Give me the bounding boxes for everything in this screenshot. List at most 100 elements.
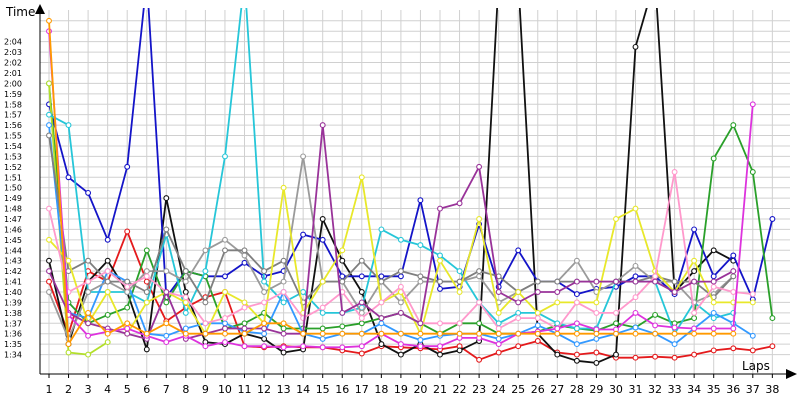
- y-tick-label: 2:00: [4, 79, 22, 88]
- data-point: [46, 289, 52, 295]
- data-point: [671, 330, 678, 337]
- y-tick-label: 1:36: [4, 330, 22, 339]
- y-tick-label: 1:37: [4, 319, 22, 328]
- data-point: [124, 330, 131, 337]
- y-tick-label: 1:41: [4, 278, 22, 287]
- data-point: [730, 273, 737, 280]
- y-tick-label: 1:39: [4, 298, 22, 307]
- data-point: [437, 205, 443, 212]
- data-point: [495, 335, 502, 342]
- data-point: [358, 174, 365, 181]
- x-tick-label: 33: [668, 383, 682, 396]
- data-point: [710, 299, 717, 306]
- data-point: [85, 332, 92, 339]
- data-point: [534, 330, 541, 337]
- data-point: [456, 289, 463, 295]
- data-point: [495, 309, 502, 316]
- x-tick-label: 11: [238, 383, 252, 396]
- y-tick-label: 2:04: [4, 38, 22, 47]
- data-point: [710, 283, 717, 290]
- data-point: [397, 268, 404, 275]
- data-point: [397, 283, 404, 290]
- data-point: [104, 289, 111, 295]
- data-point: [222, 236, 228, 243]
- data-point: [437, 343, 443, 350]
- data-point: [691, 257, 698, 264]
- data-point: [46, 111, 52, 118]
- y-tick-label: 1:58: [4, 100, 22, 109]
- data-point: [241, 343, 248, 350]
- data-point: [280, 299, 287, 306]
- data-point: [339, 309, 346, 316]
- data-point: [397, 299, 404, 306]
- data-point: [437, 278, 443, 285]
- data-point: [124, 304, 131, 311]
- data-point: [495, 349, 502, 356]
- y-tick-label: 1:43: [4, 257, 22, 266]
- y-tick-label: 2:01: [4, 69, 22, 78]
- data-point: [378, 278, 385, 285]
- data-point: [437, 320, 443, 327]
- data-point: [65, 174, 72, 181]
- data-point: [417, 273, 424, 280]
- data-point: [46, 205, 52, 212]
- data-point: [515, 343, 522, 350]
- data-point: [730, 289, 737, 295]
- data-point: [593, 330, 600, 337]
- x-tick-label: 37: [746, 383, 760, 396]
- data-point: [65, 122, 72, 129]
- data-point: [182, 278, 189, 285]
- data-point: [261, 330, 268, 337]
- data-point: [554, 330, 561, 337]
- data-point: [241, 299, 248, 306]
- data-point: [671, 169, 678, 175]
- data-point: [222, 315, 228, 322]
- y-tick-label: 1:40: [4, 288, 22, 297]
- data-point: [46, 257, 52, 264]
- data-point: [358, 350, 365, 357]
- data-point: [46, 268, 52, 275]
- series-line: [48, 8, 734, 364]
- data-point: [437, 351, 443, 358]
- y-tick-label: 1:59: [4, 90, 22, 99]
- data-point: [85, 189, 92, 196]
- data-point: [593, 278, 600, 285]
- y-tick-label: 1:34: [4, 351, 22, 360]
- x-tick-label: 2: [65, 383, 72, 396]
- data-point: [573, 291, 580, 298]
- data-point: [300, 330, 307, 337]
- data-point: [691, 226, 698, 233]
- series-6: [46, 8, 737, 337]
- axes: [35, 4, 797, 379]
- data-point: [339, 330, 346, 337]
- data-point: [300, 231, 307, 238]
- data-point: [652, 273, 659, 280]
- y-tick-label: 1:45: [4, 236, 22, 245]
- x-tick-label: 31: [629, 383, 643, 396]
- data-point: [769, 216, 776, 222]
- data-point: [730, 268, 737, 275]
- data-point: [534, 338, 541, 344]
- data-point: [613, 309, 619, 316]
- data-point: [124, 283, 131, 290]
- data-point: [437, 257, 443, 264]
- data-point: [593, 359, 600, 366]
- series-group: [46, 8, 776, 366]
- data-point: [554, 325, 561, 332]
- data-point: [358, 273, 365, 280]
- data-point: [632, 354, 639, 361]
- data-point: [241, 330, 248, 337]
- data-point: [85, 351, 92, 358]
- data-point: [554, 299, 561, 306]
- data-point: [124, 163, 131, 170]
- data-point: [124, 228, 131, 235]
- data-point: [280, 278, 287, 285]
- data-point: [573, 299, 580, 306]
- data-point: [261, 320, 268, 327]
- series-line: [48, 155, 734, 340]
- data-point: [730, 122, 737, 129]
- data-point: [710, 330, 717, 337]
- data-point: [143, 247, 150, 254]
- data-point: [476, 299, 483, 306]
- data-point: [397, 341, 404, 348]
